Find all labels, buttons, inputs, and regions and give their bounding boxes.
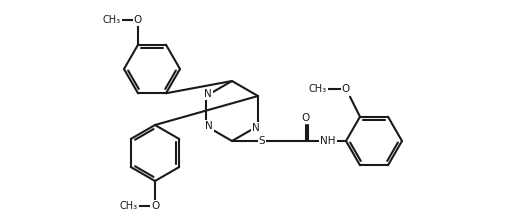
Text: CH₃: CH₃ — [120, 201, 138, 211]
Text: S: S — [259, 136, 265, 146]
Text: NH: NH — [320, 136, 336, 146]
Text: CH₃: CH₃ — [309, 84, 327, 94]
Text: N: N — [205, 121, 213, 131]
Text: O: O — [302, 113, 310, 123]
Text: N: N — [252, 123, 260, 133]
Text: O: O — [134, 15, 142, 25]
Text: CH₃: CH₃ — [103, 15, 121, 25]
Text: O: O — [342, 84, 350, 94]
Text: N: N — [204, 89, 212, 99]
Text: O: O — [151, 201, 159, 211]
